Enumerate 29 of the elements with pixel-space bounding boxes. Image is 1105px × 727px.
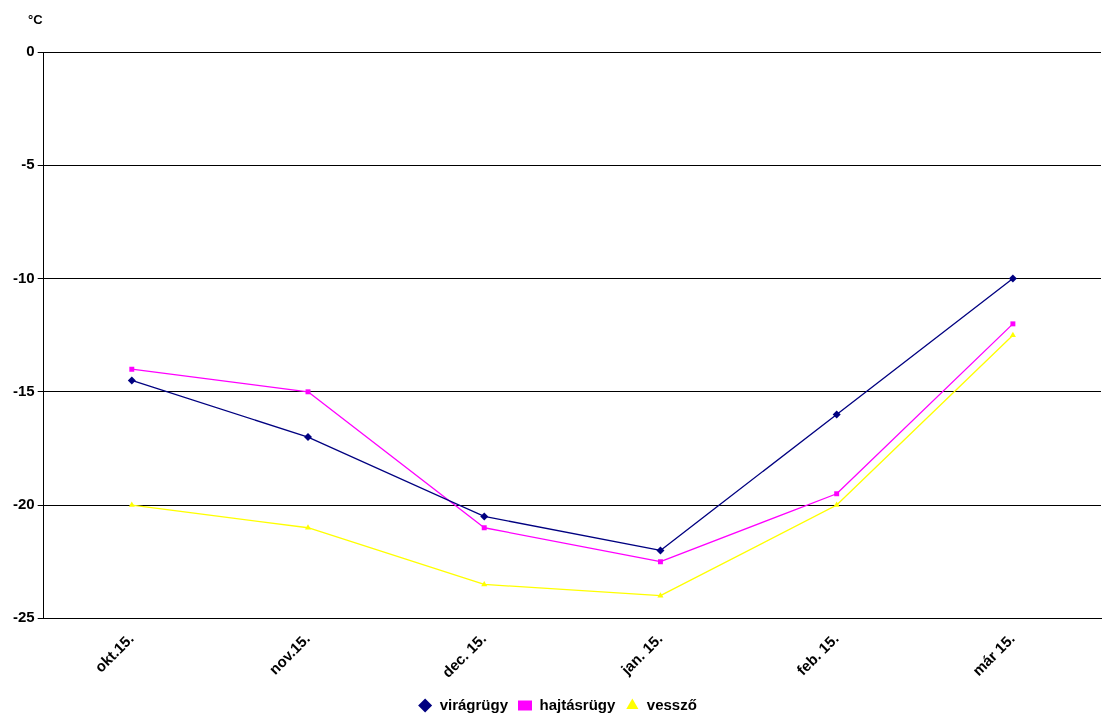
point — [657, 559, 663, 565]
y-tick-label: -20 — [12, 495, 35, 513]
x-tick-label: már 15. — [968, 629, 1018, 679]
legend-label: vessző — [646, 695, 697, 713]
point — [480, 512, 489, 521]
y-axis-title: °C — [28, 12, 44, 27]
legend-label: hajtásrügy — [539, 695, 616, 713]
point — [834, 491, 840, 497]
point — [481, 580, 488, 587]
legend-label: virágrügy — [439, 695, 509, 713]
y-tick-label: -15 — [12, 381, 35, 399]
point — [1009, 331, 1016, 337]
point — [129, 366, 135, 372]
point — [1010, 321, 1016, 327]
point — [128, 501, 135, 507]
point — [304, 433, 313, 442]
point — [481, 525, 487, 531]
point — [832, 410, 841, 419]
y-tick-label: 0 — [26, 42, 35, 60]
point — [656, 546, 665, 555]
y-tick-label: -5 — [21, 155, 35, 173]
point — [833, 501, 840, 507]
y-tick-label: -25 — [12, 608, 35, 626]
x-tick-label: feb. 15. — [793, 629, 842, 679]
x-tick-label: jan. 15. — [616, 629, 666, 679]
point — [1008, 274, 1017, 283]
y-tick-label: -10 — [12, 268, 35, 286]
point — [127, 376, 136, 385]
x-tick-label: dec. 15. — [438, 629, 490, 681]
